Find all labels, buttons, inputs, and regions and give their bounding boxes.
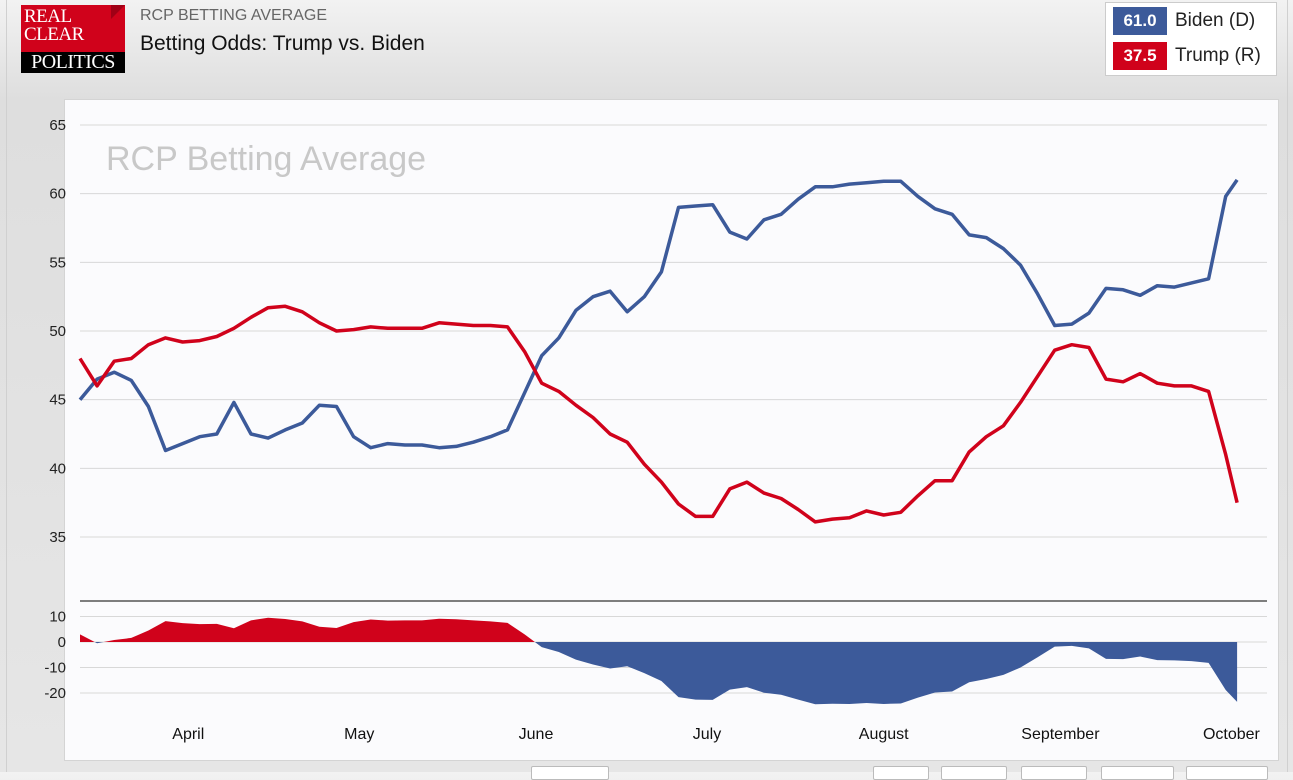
y-tick-label: 65 bbox=[49, 117, 66, 134]
x-tick-label: September bbox=[1021, 726, 1100, 743]
chart-watermark: RCP Betting Average bbox=[106, 140, 426, 178]
trump-line bbox=[80, 306, 1237, 522]
y-tick-label: 55 bbox=[49, 254, 66, 271]
x-tick-label: April bbox=[172, 726, 204, 743]
range-button[interactable] bbox=[873, 766, 929, 780]
y-tick-label: 45 bbox=[49, 392, 66, 409]
spread-y-tick-label: -20 bbox=[44, 685, 66, 702]
x-tick-label: July bbox=[693, 726, 721, 743]
x-tick-label: May bbox=[344, 726, 374, 743]
y-tick-label: 40 bbox=[49, 460, 66, 477]
x-tick-label: June bbox=[519, 726, 554, 743]
range-button[interactable] bbox=[531, 766, 609, 780]
range-button[interactable] bbox=[1021, 766, 1087, 780]
range-button[interactable] bbox=[941, 766, 1007, 780]
spread-y-tick-label: 0 bbox=[58, 634, 66, 651]
spread-y-tick-label: -10 bbox=[44, 660, 66, 677]
range-button[interactable] bbox=[1101, 766, 1174, 780]
spread-area-biden bbox=[535, 642, 1237, 704]
y-tick-label: 35 bbox=[49, 529, 66, 546]
y-tick-label: 60 bbox=[49, 186, 66, 203]
spread-area-trump bbox=[104, 618, 535, 642]
y-tick-label: 50 bbox=[49, 323, 66, 340]
spread-y-tick-label: 10 bbox=[49, 609, 66, 626]
range-button[interactable] bbox=[1186, 766, 1268, 780]
x-tick-label: August bbox=[859, 726, 909, 743]
spread-area-biden bbox=[95, 642, 104, 643]
x-tick-label: October bbox=[1203, 726, 1261, 743]
spread-area-trump bbox=[80, 634, 95, 642]
